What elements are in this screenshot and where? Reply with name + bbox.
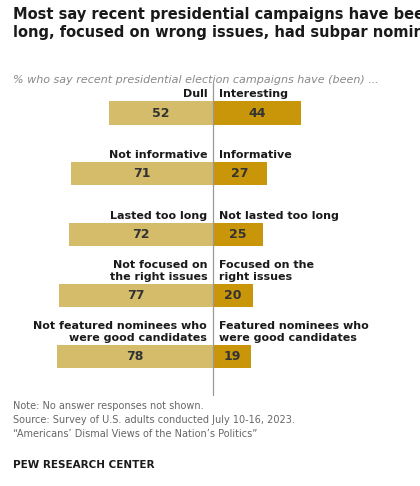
Text: Not lasted too long: Not lasted too long (219, 211, 339, 221)
Text: 25: 25 (229, 228, 247, 241)
Text: Lasted too long: Lasted too long (110, 211, 207, 221)
Bar (59, 284, 213, 307)
Bar (213, 284, 253, 307)
Bar (213, 223, 263, 246)
Text: 78: 78 (126, 350, 144, 363)
Text: 52: 52 (152, 106, 170, 120)
Text: Interesting: Interesting (219, 89, 288, 99)
Text: Not featured nominees who
were good candidates: Not featured nominees who were good cand… (33, 321, 207, 343)
Text: Note: No answer responses not shown.
Source: Survey of U.S. adults conducted Jul: Note: No answer responses not shown. Sou… (13, 401, 294, 439)
Text: Focused on the
right issues: Focused on the right issues (219, 260, 314, 282)
Bar (71, 162, 213, 186)
Bar (109, 102, 213, 124)
Text: 71: 71 (133, 167, 151, 180)
Text: Not focused on
the right issues: Not focused on the right issues (110, 260, 207, 282)
Bar (213, 102, 302, 124)
Text: 20: 20 (224, 289, 242, 302)
Text: Informative: Informative (219, 150, 292, 160)
Text: Not informative: Not informative (109, 150, 207, 160)
Text: PEW RESEARCH CENTER: PEW RESEARCH CENTER (13, 460, 154, 470)
Text: 19: 19 (223, 350, 241, 363)
Text: Featured nominees who
were good candidates: Featured nominees who were good candidat… (219, 321, 369, 343)
Text: % who say recent presidential election campaigns have (been) ...: % who say recent presidential election c… (13, 75, 378, 86)
Bar (69, 223, 213, 246)
Text: 72: 72 (132, 228, 150, 241)
Bar (213, 345, 251, 368)
Bar (57, 345, 213, 368)
Bar (213, 162, 267, 186)
Text: 27: 27 (231, 167, 249, 180)
Text: Most say recent presidential campaigns have been too
long, focused on wrong issu: Most say recent presidential campaigns h… (13, 7, 420, 40)
Text: 77: 77 (127, 289, 144, 302)
Text: Dull: Dull (183, 89, 207, 99)
Text: 44: 44 (249, 106, 266, 120)
